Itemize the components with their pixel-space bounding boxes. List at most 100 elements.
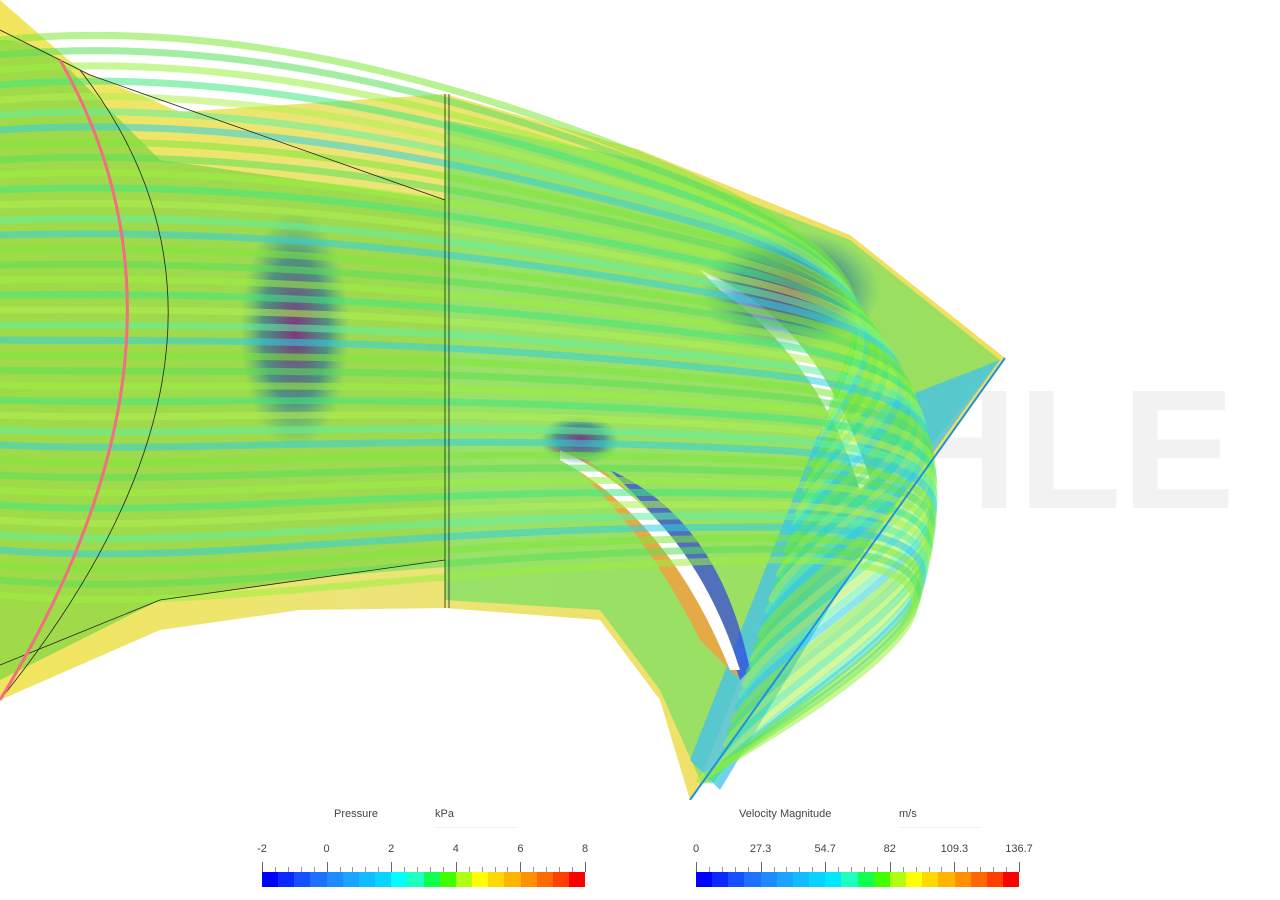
legend-tick xyxy=(825,862,827,872)
pressure-legend: Pressure kPa -2 0 2 4 6 8 xyxy=(250,805,595,887)
legend-tick xyxy=(481,867,483,872)
legend-unit: kPa xyxy=(435,808,517,828)
color-bar-segment xyxy=(552,872,569,887)
legend-tick-label: 27.3 xyxy=(749,843,772,855)
legend-tick xyxy=(708,867,710,872)
color-bar-segment xyxy=(536,872,553,887)
legend-tick xyxy=(468,867,470,872)
legend-tick xyxy=(773,867,775,872)
legend-tick-label: 6 xyxy=(517,843,524,855)
legend-tick xyxy=(546,867,548,872)
legend-tick xyxy=(838,867,840,872)
color-bar-segment xyxy=(954,872,971,887)
legend-tick-label: 0 xyxy=(692,843,700,855)
legend-tick-label: 109.3 xyxy=(940,843,969,855)
color-bar-segment xyxy=(857,872,874,887)
legend-tick xyxy=(442,867,444,872)
legend-tick xyxy=(760,862,762,872)
color-bar-segment xyxy=(776,872,793,887)
legend-tick xyxy=(572,867,574,872)
legend-tick xyxy=(300,867,302,872)
color-bar-segment xyxy=(1002,872,1020,887)
legend-tick xyxy=(812,867,814,872)
color-bar-segment xyxy=(922,872,939,887)
legend-tick xyxy=(378,867,380,872)
streamline xyxy=(0,425,938,700)
legend-tick xyxy=(747,867,749,872)
legend-tick xyxy=(902,867,904,872)
color-bar-segment xyxy=(342,872,359,887)
legend-tick xyxy=(507,867,509,872)
legend-title: Pressure xyxy=(334,808,379,820)
legend-tick xyxy=(352,867,354,872)
color-bar-segment xyxy=(568,872,586,887)
inlet-ring xyxy=(0,59,129,701)
streamline xyxy=(0,489,933,761)
legend-tick xyxy=(876,867,878,872)
legend-tick xyxy=(863,867,865,872)
color-bar-segment xyxy=(744,872,761,887)
streamline xyxy=(0,534,924,784)
color-bar-segment xyxy=(375,872,392,887)
legend-tick-label: -2 xyxy=(257,843,267,855)
streamline xyxy=(0,366,935,652)
color-bar-segment xyxy=(938,872,955,887)
color-bar-segment xyxy=(906,872,923,887)
legend-tick xyxy=(941,867,943,872)
streamline xyxy=(0,545,922,784)
legend-tick xyxy=(1006,867,1008,872)
legend-tick xyxy=(494,867,496,872)
legend-tick-label: 0 xyxy=(323,843,330,855)
streamline xyxy=(0,438,937,712)
streamline xyxy=(0,411,938,688)
legend-tick xyxy=(915,867,917,872)
color-bar-segment xyxy=(889,872,907,887)
legend-tick xyxy=(274,867,276,872)
color-bar-segment xyxy=(504,872,521,887)
streamline xyxy=(0,512,929,784)
legend-tick xyxy=(455,862,457,872)
color-bar-segment xyxy=(792,872,810,887)
color-bar-segment xyxy=(712,872,729,887)
color-bar-segment xyxy=(358,872,376,887)
legend-tick-label: 82 xyxy=(883,843,896,855)
legend-tick xyxy=(1019,862,1020,872)
legend-title: Velocity Magnitude xyxy=(739,808,832,820)
color-bar-segment xyxy=(423,872,440,887)
color-bar-segment xyxy=(278,872,295,887)
streamline xyxy=(0,556,919,784)
legend-tick-label: 2 xyxy=(388,843,395,855)
color-bar-segment xyxy=(986,872,1003,887)
color-bar-segment xyxy=(391,872,408,887)
legend-tick xyxy=(585,862,586,872)
legend-tick xyxy=(404,867,406,872)
color-bar-segment xyxy=(696,872,713,887)
legend-tick xyxy=(696,862,697,872)
color-bar-segment xyxy=(472,872,489,887)
legend-tick xyxy=(429,867,431,872)
3d-viewport[interactable] xyxy=(0,0,1280,800)
color-bar-segment xyxy=(488,872,505,887)
legend-tick xyxy=(889,862,891,872)
legend-tick xyxy=(417,867,419,872)
legend-tick xyxy=(262,862,263,872)
color-bar-segment xyxy=(262,872,279,887)
streamline xyxy=(0,500,931,773)
legend-tick xyxy=(954,862,956,872)
legend-tick xyxy=(799,867,801,872)
legend-tick xyxy=(559,867,561,872)
legend-tick xyxy=(967,867,969,872)
color-bar-segment xyxy=(873,872,890,887)
legend-tick xyxy=(734,867,736,872)
color-bar-segment xyxy=(825,872,842,887)
color-bar xyxy=(262,872,586,887)
streamline xyxy=(0,476,935,749)
legend-tick xyxy=(520,862,522,872)
legend-tick xyxy=(365,867,367,872)
legend-tick xyxy=(851,867,853,872)
legend-tick xyxy=(533,867,535,872)
color-bar-segment xyxy=(760,872,777,887)
color-bar-segment xyxy=(841,872,858,887)
streamlines xyxy=(0,31,938,784)
streamline xyxy=(0,169,886,493)
